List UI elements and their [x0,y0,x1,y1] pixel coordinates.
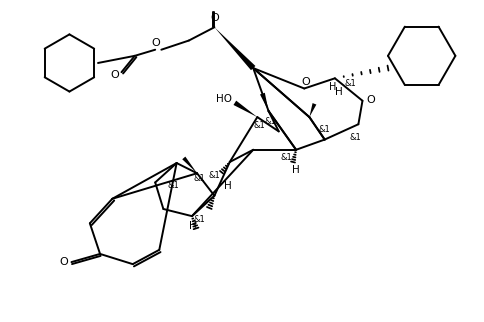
Text: O: O [300,77,309,87]
Text: H: H [329,82,336,92]
Polygon shape [214,27,255,70]
Text: O: O [151,38,160,48]
Text: O: O [365,95,374,105]
Text: H: H [223,181,231,191]
Text: &1: &1 [208,171,220,180]
Text: O: O [110,70,119,80]
Polygon shape [309,103,316,117]
Text: O: O [210,13,218,23]
Text: HO: HO [215,94,231,104]
Text: &1: &1 [264,117,276,126]
Polygon shape [259,93,268,111]
Text: H: H [292,165,300,175]
Text: &1: &1 [349,133,361,142]
Text: &1: &1 [318,125,330,134]
Text: O: O [59,257,68,267]
Polygon shape [182,156,197,173]
Text: &1: &1 [193,174,205,183]
Text: &1: &1 [193,215,205,224]
Text: H: H [189,221,197,231]
Polygon shape [233,101,257,117]
Text: H: H [334,87,342,97]
Text: &1: &1 [167,181,179,190]
Text: &1: &1 [344,79,355,88]
Text: &1: &1 [253,121,265,130]
Text: &1: &1 [279,154,291,162]
